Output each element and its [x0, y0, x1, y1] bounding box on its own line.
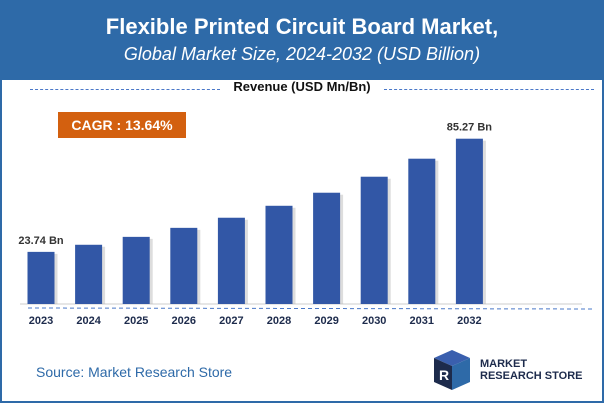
source-text: Source: Market Research Store [36, 364, 233, 380]
x-tick-label: 2027 [219, 315, 243, 327]
logo-text: MARKET RESEARCH STORE [480, 358, 583, 382]
bar-2030 [360, 176, 388, 304]
bar-2029 [313, 192, 341, 304]
bar-2026 [170, 227, 198, 304]
bar-2032 [455, 138, 483, 304]
divider-left [30, 89, 220, 90]
header: Flexible Printed Circuit Board Market, G… [2, 2, 602, 80]
bar-2031 [408, 158, 436, 304]
bar-2027 [217, 217, 245, 304]
divider-right [384, 89, 594, 90]
x-tick-label: 2024 [76, 315, 101, 327]
market-research-store-logo: R [434, 350, 470, 390]
x-tick-label: 2025 [124, 315, 148, 327]
x-tick-label: 2032 [457, 315, 481, 327]
x-tick-label: 2023 [29, 315, 53, 327]
cagr-badge: CAGR : 13.64% [58, 112, 186, 138]
x-axis-dash [27, 307, 595, 310]
bar-2028 [265, 205, 293, 304]
x-tick-label: 2031 [410, 315, 434, 327]
bar-2025 [122, 236, 150, 304]
chart-subtitle: Global Market Size, 2024-2032 (USD Billi… [123, 44, 481, 64]
chart-title: Flexible Printed Circuit Board Market, [105, 14, 499, 39]
x-tick-label: 2029 [314, 315, 338, 327]
bar-2023 [27, 251, 55, 304]
bar-2024 [75, 244, 103, 304]
x-tick-label: 2030 [362, 315, 386, 327]
data-label: 85.27 Bn [447, 122, 493, 134]
bar-chart: 2023 23.74 Bn 2024 2025 2026 2027 2028 2029 2030… [18, 122, 595, 327]
svg-text:R: R [439, 367, 449, 383]
x-tick-label: 2026 [172, 315, 196, 327]
y-axis-label: Revenue (USD Mn/Bn) [233, 79, 371, 94]
x-tick-label: 2028 [267, 315, 291, 327]
data-label: 23.74 Bn [18, 235, 64, 247]
